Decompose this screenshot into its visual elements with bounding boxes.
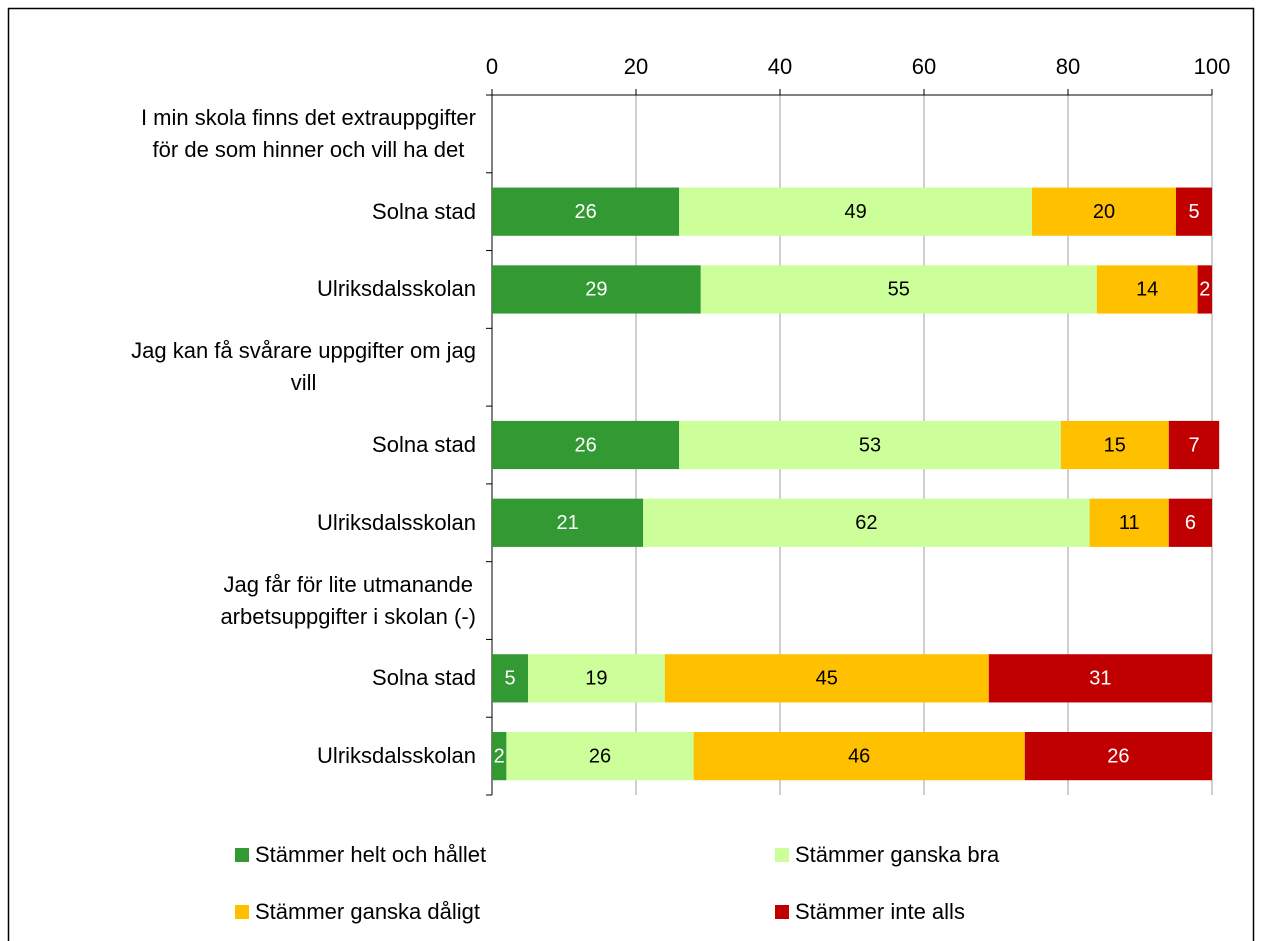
legend-swatch [775, 905, 789, 919]
category-label: Solna stad [372, 665, 476, 691]
legend-swatch [775, 848, 789, 862]
category-label: Ulriksdalsskolan [317, 509, 476, 535]
bar-segment [1168, 420, 1220, 470]
bar-segment [679, 420, 1061, 470]
bar-segment [1089, 498, 1169, 547]
data-label: 7 [1188, 434, 1199, 456]
data-label: 5 [1188, 201, 1199, 223]
bar-segment [506, 732, 694, 781]
data-label: 45 [816, 668, 838, 690]
bar-segment [1176, 187, 1212, 236]
x-tick-label: 0 [486, 54, 498, 79]
bar-segment [528, 654, 665, 703]
frame [7, 7, 1255, 941]
legend-label: Stämmer inte alls [795, 899, 965, 924]
bar-segment [1197, 265, 1212, 314]
data-label: 26 [574, 201, 596, 223]
bar-segment [1024, 732, 1212, 781]
x-tick-label: 20 [624, 54, 648, 79]
legend-label: Stämmer helt och hållet [255, 842, 486, 867]
category-label: Jag får för lite utmanande arbetsuppgift… [220, 571, 476, 629]
x-tick-label: 80 [1056, 54, 1080, 79]
legend-label: Stämmer ganska bra [795, 842, 1000, 867]
data-label: 20 [1093, 201, 1115, 223]
bar-segment [492, 265, 701, 314]
data-label: 62 [855, 512, 877, 534]
bar-segment [492, 420, 680, 470]
legend-label: Stämmer ganska dåligt [255, 899, 480, 924]
category-label: Ulriksdalsskolan [317, 743, 476, 769]
bar-segment [643, 498, 1090, 547]
category-label: I min skola finns det extrauppgifter för… [140, 104, 476, 162]
data-label: 2 [1199, 279, 1210, 301]
category-label: Solna stad [372, 198, 476, 224]
data-label: 19 [585, 668, 607, 690]
bar-segment [1032, 187, 1176, 236]
data-label: 53 [859, 434, 881, 456]
data-label: 6 [1185, 512, 1196, 534]
category-label: Ulriksdalsskolan [317, 276, 476, 302]
bar-segment [664, 654, 989, 703]
bar-segment [693, 732, 1025, 781]
legend-swatch [235, 905, 249, 919]
data-label: 21 [556, 512, 578, 534]
bar-segment [679, 187, 1032, 236]
category-label: Solna stad [372, 432, 476, 457]
data-label: 46 [848, 745, 870, 767]
data-label: 11 [1119, 512, 1140, 534]
bar-segment [492, 654, 528, 703]
x-tick-label: 40 [768, 54, 792, 79]
data-label: 26 [574, 434, 596, 456]
data-label: 14 [1136, 279, 1158, 301]
data-label: 31 [1089, 668, 1111, 690]
bar-segment [492, 732, 507, 781]
data-label: 49 [844, 201, 866, 223]
bar-segment [492, 498, 644, 547]
data-label: 15 [1104, 434, 1126, 456]
data-label: 26 [589, 745, 611, 767]
data-label: 29 [585, 279, 607, 301]
category-label: Jag kan få svårare uppgifter om jag vill [131, 338, 476, 396]
data-label: 26 [1107, 745, 1129, 767]
bar-segment [1060, 420, 1169, 470]
bar-segment [1096, 265, 1198, 314]
data-label: 2 [494, 745, 505, 767]
bar-segment [492, 187, 680, 236]
bar-segment [988, 654, 1212, 703]
bar-segment [1168, 498, 1212, 547]
x-tick-label: 60 [912, 54, 936, 79]
x-tick-label: 100 [1194, 54, 1231, 79]
legend-swatch [235, 848, 249, 862]
data-label: 55 [888, 279, 910, 301]
data-label: 5 [504, 668, 515, 690]
bar-segment [700, 265, 1097, 314]
